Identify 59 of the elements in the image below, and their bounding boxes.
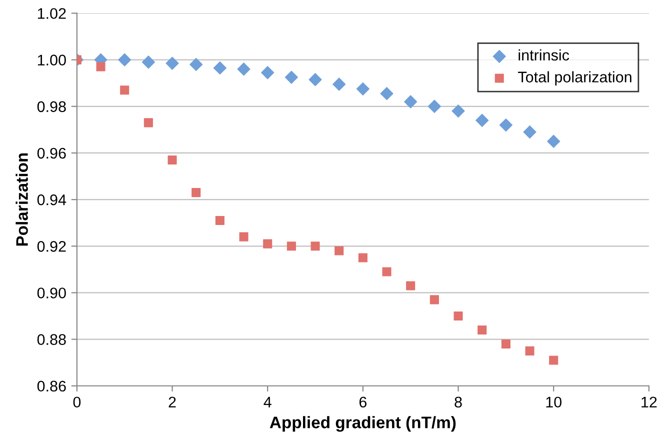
point (215, 216, 224, 226)
x-tick-label: 4 (264, 396, 272, 408)
y-tick-label: 0.96 (37, 148, 66, 159)
y-tick-label: 1.02 (38, 8, 66, 19)
point (142, 56, 155, 69)
point (499, 118, 512, 132)
point (213, 61, 226, 75)
point (523, 125, 536, 139)
point (430, 295, 439, 304)
point (308, 73, 322, 86)
x-tick-label: 10 (546, 396, 562, 408)
point (168, 155, 177, 164)
y-tick-label: 0.92 (37, 241, 66, 252)
point (332, 78, 346, 91)
y-axis-title: Polarization (16, 153, 28, 246)
point (428, 100, 441, 113)
point (478, 325, 487, 334)
point (549, 356, 558, 365)
y-tick-label: 0.90 (37, 288, 66, 298)
point (452, 104, 465, 118)
point (356, 82, 370, 96)
point (380, 87, 394, 100)
point (190, 58, 203, 72)
y-tick-label: 0.86 (37, 380, 66, 392)
point (310, 242, 320, 251)
point (120, 86, 130, 95)
point (382, 267, 392, 276)
point (525, 346, 534, 356)
point (284, 70, 298, 84)
point (263, 239, 272, 248)
point (454, 311, 463, 321)
point (334, 246, 344, 256)
y-tick-label: 0.94 (37, 194, 66, 206)
point (192, 188, 201, 198)
point (118, 53, 132, 66)
legend-label: intrinsic (518, 49, 570, 61)
legend-label: Total polarization (518, 71, 632, 86)
x-tick-label: 8 (454, 396, 462, 408)
point (501, 339, 510, 348)
point (166, 56, 179, 70)
x-tick-label: 6 (359, 396, 367, 408)
x-tick-label: 0 (73, 396, 81, 408)
point (547, 134, 560, 148)
point (404, 95, 418, 108)
point (239, 232, 248, 242)
point (358, 253, 368, 262)
x-axis-title: Applied gradient (nT/m) (270, 416, 456, 432)
point (286, 242, 296, 251)
point (406, 281, 416, 290)
point (261, 66, 274, 80)
y-tick-label: 0.88 (37, 334, 66, 345)
y-tick-label: 0.98 (37, 101, 66, 112)
point (237, 62, 250, 76)
point (144, 118, 153, 128)
y-tick-label: 1.00 (38, 54, 66, 66)
point (96, 62, 106, 72)
x-tick-label: 12 (642, 396, 657, 408)
x-tick-label: 2 (168, 396, 176, 408)
point (476, 114, 489, 127)
